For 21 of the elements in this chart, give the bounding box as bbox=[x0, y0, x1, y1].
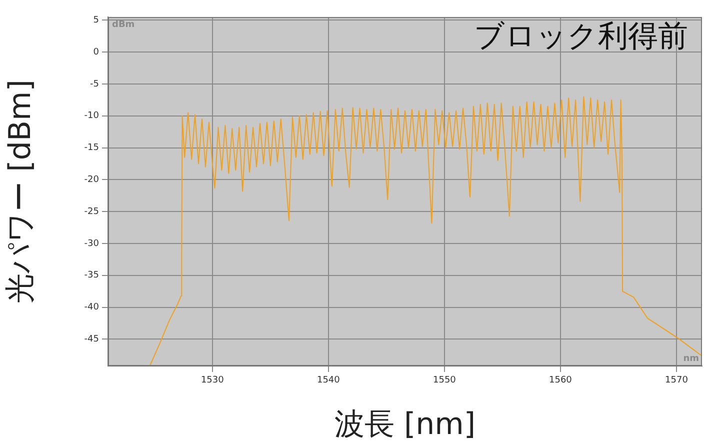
annotation: nm bbox=[683, 354, 699, 364]
x-tick-label: 1570 bbox=[665, 376, 688, 386]
annotation: dBm bbox=[112, 20, 135, 30]
y-tick-label: -30 bbox=[84, 238, 100, 249]
x-tick-label: 1560 bbox=[549, 376, 572, 386]
x-axis-title: 波長 [nm] bbox=[334, 406, 476, 442]
x-tick-label: 1530 bbox=[200, 376, 224, 386]
y-tick-label: 5 bbox=[93, 16, 99, 26]
chart-title: ブロック利得前 bbox=[474, 18, 688, 54]
y-tick-label: 0 bbox=[93, 47, 100, 58]
y-tick-label: -40 bbox=[84, 302, 100, 313]
x-tick-label: 1550 bbox=[432, 376, 456, 386]
y-tick-label: -35 bbox=[84, 270, 99, 281]
y-tick-label: -15 bbox=[84, 143, 99, 154]
x-tick-label: 1540 bbox=[316, 376, 340, 386]
y-axis-title: 光パワー [dBm] bbox=[2, 80, 38, 304]
y-tick-label: -5 bbox=[90, 79, 99, 90]
y-tick-label: -20 bbox=[84, 175, 100, 186]
y-tick-label: -45 bbox=[84, 334, 99, 345]
y-tick-label: -25 bbox=[84, 206, 99, 217]
y-tick-label: -10 bbox=[84, 111, 100, 122]
